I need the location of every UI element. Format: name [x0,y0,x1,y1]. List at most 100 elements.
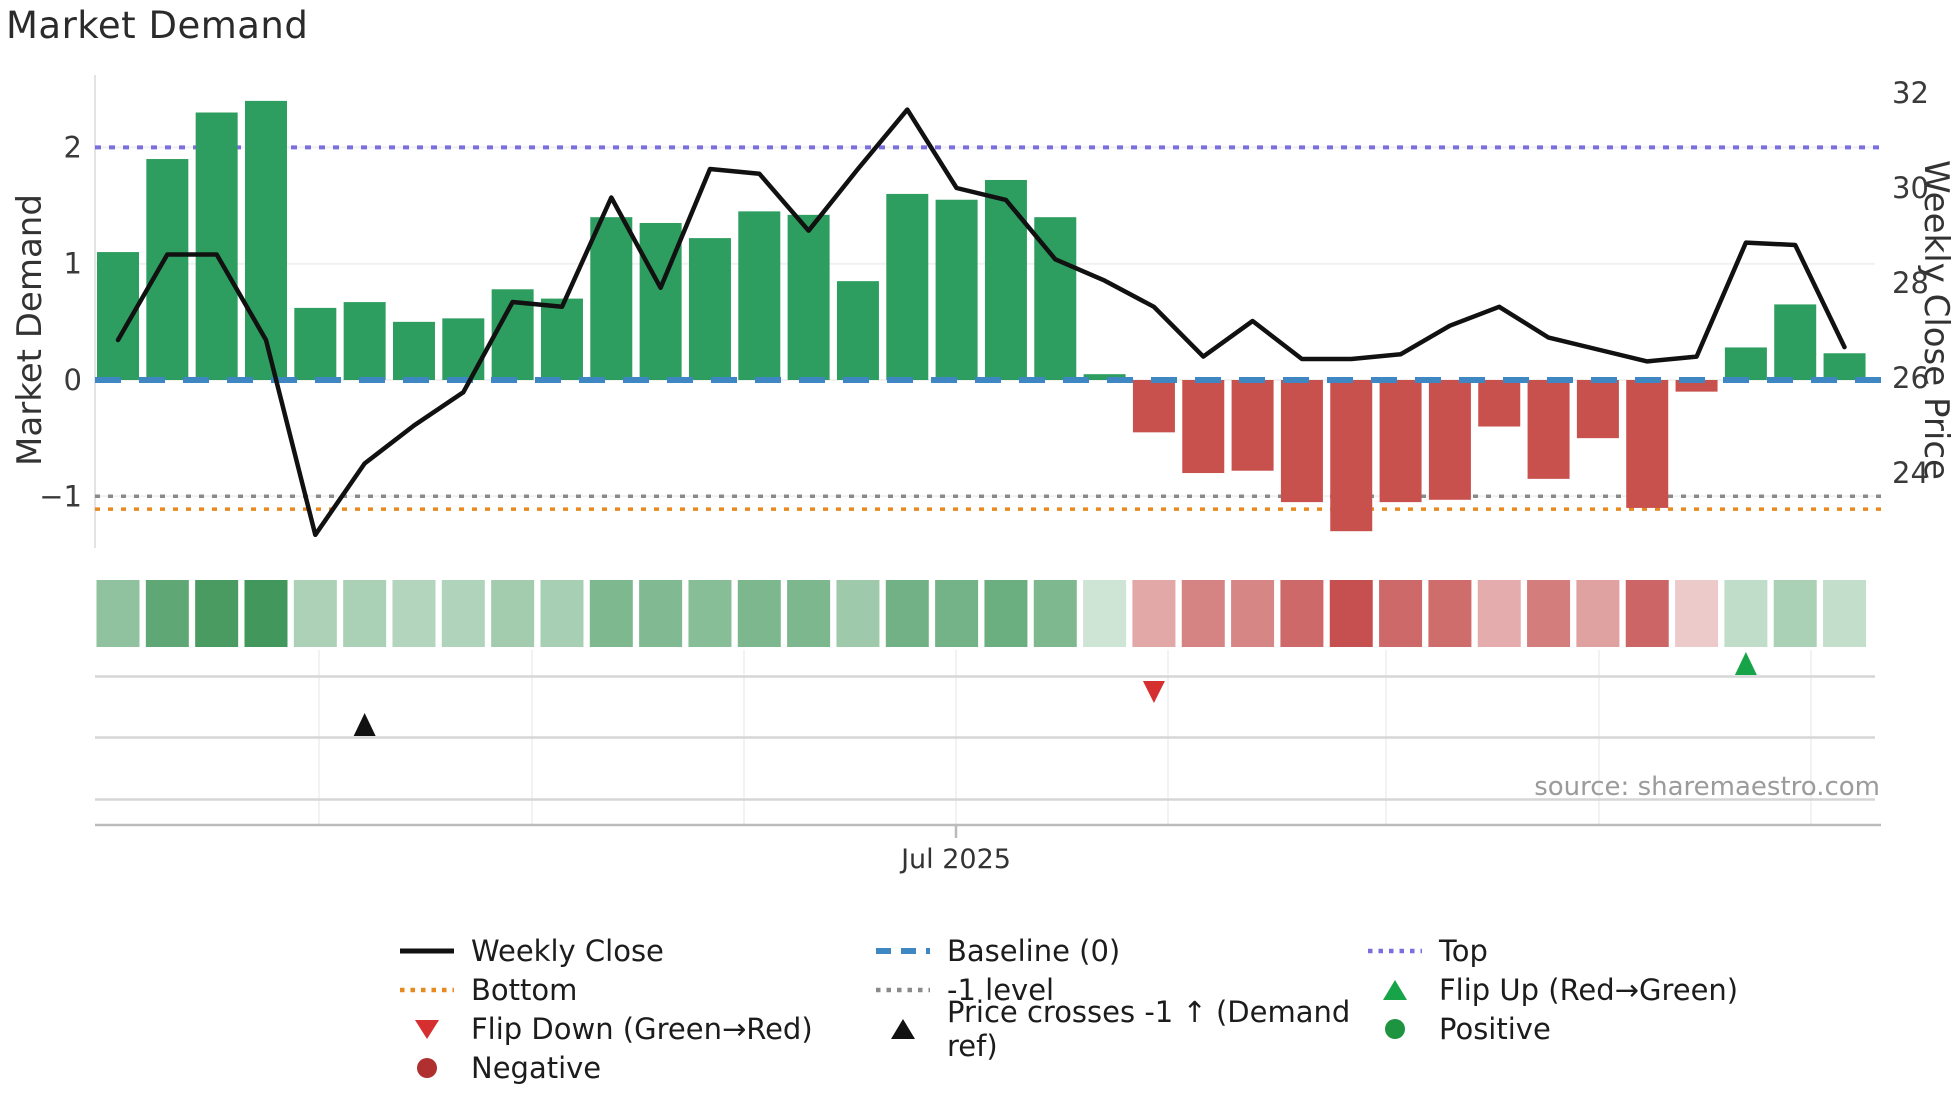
heat-cell [1083,580,1127,647]
demand-bar [688,238,731,380]
legend-label: Bottom [471,973,578,1007]
legend-item: -1 level [874,973,1366,1007]
heat-cell [96,580,140,647]
demand-bar [1626,380,1669,508]
heat-cell [540,580,584,647]
demand-bar [1330,380,1373,532]
heat-cell [1625,580,1669,647]
heat-cell [1477,580,1521,647]
legend-label: -1 level [947,973,1055,1007]
left-axis-tick: 2 [64,130,82,164]
heat-cell [1181,580,1225,647]
demand-bar [244,100,287,380]
legend-item: Weekly Close [398,934,874,968]
demand-bar [1527,380,1570,479]
demand-bar [1379,380,1422,503]
legend-label: Positive [1439,1012,1551,1046]
legend-label: Negative [471,1051,602,1085]
legend: Weekly Close Baseline (0) Top Bottom -1 leve… [398,934,1739,1085]
heat-cell [1724,580,1768,647]
legend-item: Flip Down (Green→Red) [398,1012,874,1046]
demand-bar [294,307,337,380]
minus1-dots-icon [874,978,932,1002]
weekly-close-line-icon [398,939,456,963]
heat-cell [244,580,288,647]
top-dots-icon [1366,939,1424,963]
demand-bar [392,321,435,380]
legend-label: Baseline (0) [947,934,1121,968]
heat-cell [885,580,929,647]
flip-down-triangle-icon [398,1017,456,1041]
heat-cell [1329,580,1373,647]
heat-cell [1773,580,1817,647]
demand-bar [195,112,238,380]
legend-label: Flip Down (Green→Red) [471,1012,813,1046]
demand-bar [1774,304,1817,380]
demand-bar [343,302,386,380]
demand-bar [787,214,830,380]
heat-cell [145,580,189,647]
heat-cell [1033,580,1077,647]
baseline-dash-icon [874,939,932,963]
demand-bar [1428,380,1471,500]
left-axis-tick: 0 [64,363,82,397]
heat-cell [589,580,633,647]
page-title: Market Demand [6,4,309,47]
heat-cell [343,580,387,647]
legend-label: Top [1439,934,1488,968]
heat-cell [1527,580,1571,647]
flip-up-triangle-icon [1366,978,1424,1002]
heat-cell [491,580,535,647]
heat-cell [787,580,831,647]
right-axis-tick: 28 [1892,266,1929,300]
legend-label: Price crosses -1 ↑ (Demand ref) [947,995,1351,1063]
demand-bar [146,159,189,380]
flip-down-marker [1142,681,1165,703]
heat-cell [688,580,732,647]
legend-item: Price crosses -1 ↑ (Demand ref) [874,995,1366,1063]
flip-up-marker [1734,652,1757,675]
heat-cell [984,580,1028,647]
legend-item: Positive [1366,1012,1738,1046]
heat-cell [1132,580,1176,647]
right-axis-tick: 26 [1892,361,1929,395]
demand-bar [1280,380,1323,503]
right-axis-tick: 24 [1892,456,1929,490]
heat-cell [293,580,337,647]
demand-bar [590,217,633,380]
demand-bar [1823,353,1866,380]
demand-bar [886,193,929,380]
demand-bar [935,199,978,380]
right-axis-tick: 30 [1892,171,1929,205]
heat-cell [1379,580,1423,647]
demand-bar [1132,380,1175,433]
right-axis-tick: 32 [1892,76,1929,110]
heat-cell [737,580,781,647]
demand-bar [540,298,583,380]
x-axis-tick: Jul 2025 [899,844,1011,875]
left-axis-tick: −1 [39,479,82,513]
heat-cell [195,580,239,647]
heat-cell [836,580,880,647]
demand-bar [984,179,1027,380]
weekly-close-line [115,107,1847,538]
legend-item: Baseline (0) [874,934,1366,968]
heat-cell [441,580,485,647]
legend-item: Bottom [398,973,874,1007]
demand-bar [1675,380,1718,392]
demand-bar [442,318,485,380]
heat-cell [1231,580,1275,647]
source-credit: source: sharemaestro.com [1534,772,1880,802]
demand-bar [1724,347,1767,380]
demand-bar [738,211,781,380]
left-axis-tick: 1 [64,247,82,281]
bottom-dots-icon [398,978,456,1002]
legend-label: Weekly Close [471,934,664,968]
legend-label: Flip Up (Red→Green) [1439,973,1739,1007]
demand-bar [836,281,879,380]
legend-item: Negative [398,1051,874,1085]
heat-cell [1675,580,1719,647]
demand-bar [1182,380,1225,474]
demand-bar [1576,380,1619,439]
